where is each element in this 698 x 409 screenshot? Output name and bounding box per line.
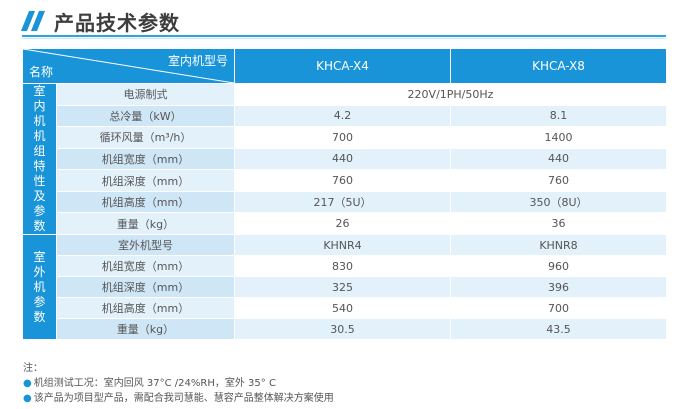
row-value: 26 <box>234 212 451 235</box>
bullet-icon: ● <box>23 378 32 389</box>
side-label-char: 机 <box>33 279 46 294</box>
row-label: 机组深度（mm） <box>56 276 235 298</box>
page-title: 产品技术参数 <box>54 11 180 35</box>
row-value: 1400 <box>450 126 667 149</box>
title-underline-light <box>22 38 666 39</box>
row-value: 700 <box>450 297 667 319</box>
row-label: 机组宽度（mm） <box>56 147 235 171</box>
side-label-char: 室 <box>33 84 46 98</box>
row-label: 重量（kg） <box>56 212 235 235</box>
side-label-char: 室 <box>33 249 46 264</box>
side-label-char: 性 <box>33 174 46 188</box>
side-label-char: 及 <box>33 189 46 203</box>
row-value: 350（8U） <box>450 190 667 214</box>
row-value: 440 <box>450 147 667 171</box>
row-value: 4.2 <box>234 104 451 128</box>
diagonal-divider <box>23 49 234 83</box>
table-row: 室外机参数室外机型号 KHNR4 KHNR8 <box>22 234 667 340</box>
row-label: 机组高度（mm） <box>56 297 235 319</box>
notes: 注： ● 机组测试工况：室内回风 37°C /24%RH，室外 35° C ● 该产… <box>23 361 334 406</box>
model-header: KHCA-X8 <box>450 48 667 84</box>
model-header: KHCA-X4 <box>234 48 451 84</box>
table-row: 机组深度（mm） 325 396 <box>23 276 667 298</box>
note-item: ● 机组测试工况：室内回风 37°C /24%RH，室外 35° C <box>23 378 276 389</box>
title-underline <box>22 35 666 37</box>
row-value: 760 <box>450 169 667 192</box>
side-label-char: 组 <box>33 144 46 158</box>
row-value: 700 <box>234 126 451 149</box>
row-value: 396 <box>450 276 667 298</box>
table-row: 循环风量（m³/h） 700 1400 <box>23 126 667 149</box>
row-value: 217（5U） <box>234 190 451 214</box>
header-corner-cell: 室内机型号名称 <box>22 48 235 84</box>
row-label: 机组宽度（mm） <box>56 255 235 277</box>
indoor-unit-group-label: 室内机机组特性及参数 <box>22 83 57 235</box>
row-value: 220V/1PH/50Hz <box>234 83 667 106</box>
side-label-char: 内 <box>33 99 46 113</box>
table-row: 机组宽度（mm） 440 440 <box>23 147 667 171</box>
row-label: 机组深度（mm） <box>56 169 235 192</box>
side-label-char: 参 <box>33 294 46 309</box>
side-label-char: 参 <box>33 204 46 218</box>
table-row: 重量（kg） 26 36 <box>23 212 667 235</box>
spec-table: 室内机型号 名称 KHCA-X4 KHCA-X8 室内机机组特性及参数电源制式 220V/… <box>22 48 667 340</box>
row-value: KHNR4 <box>234 234 451 256</box>
outdoor-unit-group-label: 室外机参数 <box>22 234 57 340</box>
row-value: 325 <box>234 276 451 298</box>
table-row: 机组高度（mm） 217（5U） 350（8U） <box>23 190 667 214</box>
double-slash-icon <box>21 11 45 31</box>
table-row: 室内机机组特性及参数电源制式 220V/1PH/50Hz <box>22 83 667 235</box>
row-value: 8.1 <box>450 104 667 128</box>
row-value: 760 <box>234 169 451 192</box>
row-label: 重量（kg） <box>56 318 235 340</box>
row-value: 960 <box>450 255 667 277</box>
note-item: ● 该产品为项目型产品，需配合我司慧能、慧容产品整体解决方案使用 <box>23 393 334 404</box>
row-label: 室外机型号 <box>56 234 235 256</box>
row-label: 机组高度（mm） <box>56 190 235 214</box>
row-value: 36 <box>450 212 667 235</box>
row-label: 循环风量（m³/h） <box>56 126 235 149</box>
side-label-char: 特 <box>33 159 46 173</box>
bullet-icon: ● <box>23 393 32 404</box>
table-row: 机组宽度（mm） 830 960 <box>23 255 667 277</box>
notes-heading: 注： <box>23 363 43 374</box>
side-label-char: 数 <box>33 309 46 324</box>
side-label-char: 数 <box>33 219 46 233</box>
row-label: 电源制式 <box>56 83 235 106</box>
row-label: 总冷量（kW） <box>56 104 235 128</box>
indoor-model-header: 室内机型号 <box>167 54 228 68</box>
row-value: KHNR8 <box>450 234 667 256</box>
side-label-char: 外 <box>33 264 46 279</box>
row-value: 440 <box>234 147 451 171</box>
table-row: 重量（kg） 30.5 43.5 <box>23 318 667 340</box>
table-row: 机组深度（mm） 760 760 <box>23 169 667 192</box>
row-value: 540 <box>234 297 451 319</box>
side-label-char: 机 <box>33 114 46 128</box>
table-row: 机组高度（mm） 540 700 <box>23 297 667 319</box>
name-header: 名称 <box>29 65 54 79</box>
row-value: 30.5 <box>234 318 451 340</box>
table-row: 总冷量（kW） 4.2 8.1 <box>23 104 667 128</box>
side-label-char: 机 <box>33 129 46 143</box>
row-value: 830 <box>234 255 451 277</box>
row-value: 43.5 <box>450 318 667 340</box>
